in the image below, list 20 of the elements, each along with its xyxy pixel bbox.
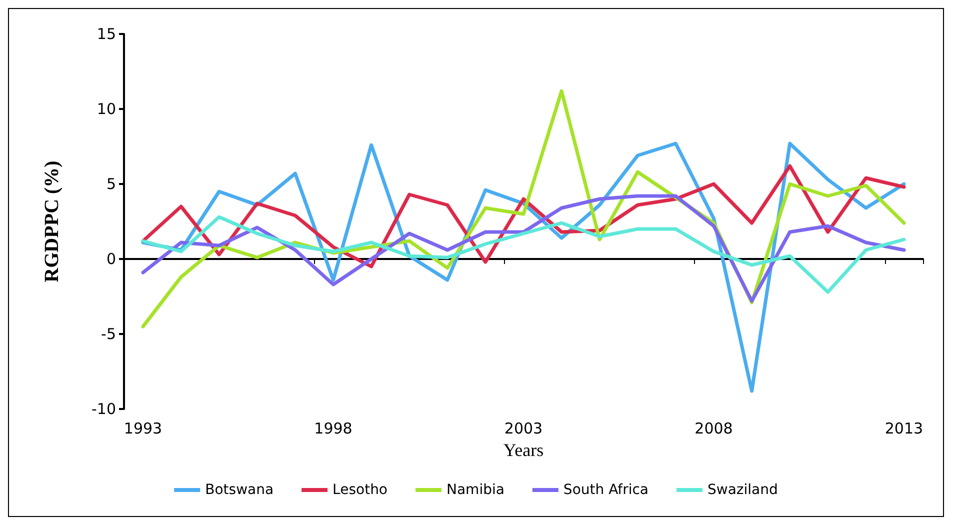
legend-label: Swaziland — [708, 482, 778, 498]
y-tick-label: 5 — [106, 175, 116, 193]
y-tick-label: -10 — [92, 400, 116, 418]
x-tick-label: 2013 — [884, 420, 924, 438]
legend-label: Botswana — [205, 482, 274, 498]
x-tick-label: 2003 — [504, 420, 543, 438]
legend-label: South Africa — [563, 482, 649, 498]
x-tick-label: 1998 — [314, 420, 352, 438]
y-tick-label: 15 — [96, 25, 116, 43]
legend-label: Namibia — [446, 482, 504, 498]
legend-label: Lesotho — [332, 482, 388, 498]
x-tick-label: 1993 — [124, 420, 162, 438]
x-tick-label: 2008 — [694, 420, 733, 438]
y-tick-label: 0 — [106, 250, 116, 268]
line-series — [141, 194, 906, 303]
x-axis-title: Years — [503, 440, 544, 460]
y-axis-title: RGDPPC (%) — [41, 160, 63, 282]
line-series — [141, 215, 906, 294]
y-tick-label: -5 — [101, 325, 116, 343]
y-tick-label: 10 — [96, 100, 116, 118]
